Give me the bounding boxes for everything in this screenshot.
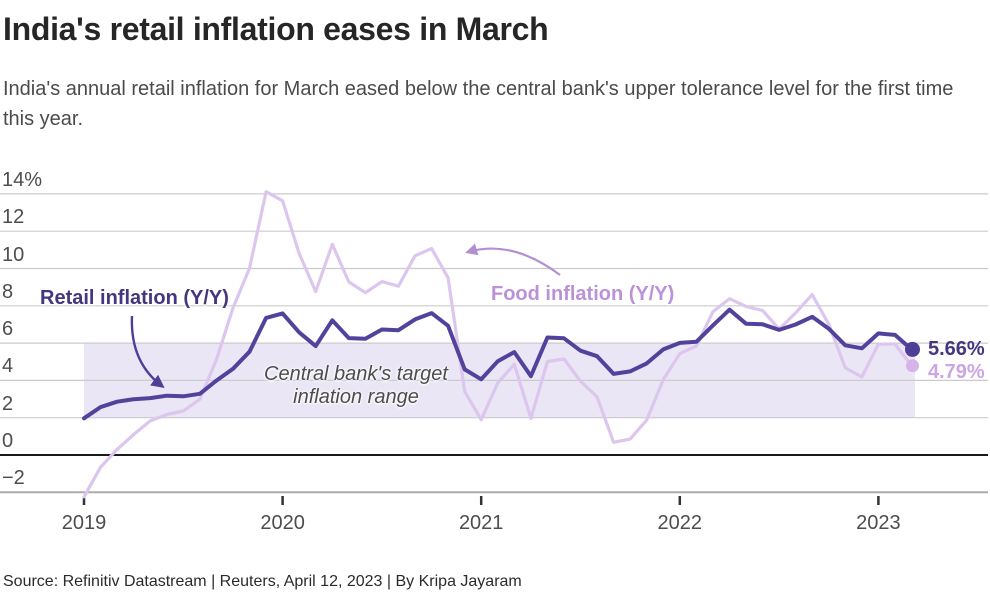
target-band-annotation-line1: Central bank's target	[264, 363, 448, 385]
target-band-annotation: Central bank's target inflation range	[240, 363, 472, 409]
food-inflation-line	[82, 190, 914, 499]
food-end-value-label: 4.79%	[928, 361, 985, 383]
y-axis-label: 14%	[2, 168, 43, 191]
target-band-annotation-line2: inflation range	[293, 386, 419, 408]
retail-series-label: Retail inflation (Y/Y)	[40, 287, 229, 309]
y-axis-label: 8	[2, 280, 14, 303]
y-axis-label: −2	[2, 467, 25, 490]
y-axis-label: 12	[2, 206, 25, 229]
y-axis-label: 2	[2, 392, 14, 415]
y-axis-label: 10	[2, 243, 25, 266]
page-title: India's retail inflation eases in March	[3, 11, 549, 47]
source-attribution: Source: Refinitiv Datastream | Reuters, …	[3, 573, 522, 590]
x-axis-label: 2021	[458, 512, 504, 534]
x-axis-label: 2022	[657, 512, 703, 534]
y-axis-label: 4	[2, 355, 14, 378]
retail-inflation-line	[82, 307, 914, 421]
x-axis-label: 2020	[260, 512, 305, 534]
food-end-dot	[906, 359, 919, 373]
retail-end-dot	[905, 341, 920, 357]
retail-label-arrow	[130, 315, 165, 388]
page-subtitle: India's annual retail inflation for Marc…	[3, 78, 954, 130]
x-axis-label: 2019	[61, 512, 107, 534]
x-axis-label: 2023	[856, 512, 901, 534]
retail-end-value-label: 5.66%	[928, 338, 985, 360]
food-label-arrow	[465, 243, 561, 276]
y-axis-label: 6	[2, 318, 14, 341]
y-axis-label: 0	[2, 430, 14, 452]
food-series-label: Food inflation (Y/Y)	[491, 283, 675, 305]
